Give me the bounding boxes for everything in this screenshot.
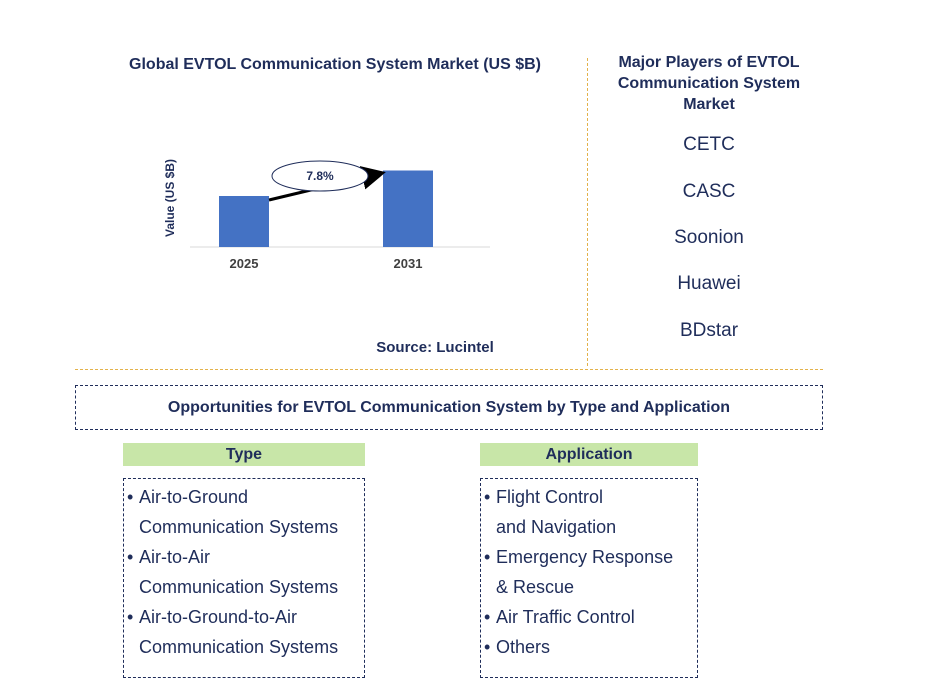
type-item-text: Communication Systems xyxy=(139,637,339,657)
type-item: Communication Systems xyxy=(127,572,364,602)
bullet-icon: • xyxy=(484,637,491,657)
type-header: Type xyxy=(123,443,365,466)
growth-label: 7.8% xyxy=(306,169,334,183)
type-item-text: Communication Systems xyxy=(139,577,339,597)
players-title: Major Players of EVTOL Communication Sys… xyxy=(617,54,801,113)
type-item-text: Air-to-Ground xyxy=(139,487,249,507)
type-item: Communication Systems xyxy=(127,632,364,662)
bar-2025 xyxy=(219,196,269,247)
x-tick-label: 2031 xyxy=(394,256,423,271)
x-tick-label: 2025 xyxy=(230,256,259,271)
application-item: • Flight Control xyxy=(484,482,697,512)
bullet-icon xyxy=(484,512,496,542)
player-cetc: CETC xyxy=(683,134,735,155)
bullet-icon xyxy=(127,632,139,662)
bullet-icon xyxy=(127,572,139,602)
application-item: and Navigation xyxy=(484,512,697,542)
vertical-separator xyxy=(587,58,588,366)
bar-chart: Value (US $B) 7.8% 2025 2031 xyxy=(163,159,490,271)
chart-source: Source: Lucintel xyxy=(376,339,494,356)
type-item-text: Communication Systems xyxy=(139,517,339,537)
player-soonion: Soonion xyxy=(674,227,744,248)
horizontal-separator xyxy=(75,369,823,370)
chart-title: Global EVTOL Communication System Market… xyxy=(129,56,541,73)
application-list: • Flight Control and Navigation • Emergency … xyxy=(480,478,698,678)
application-item-text: Emergency Response xyxy=(496,547,674,567)
player-casc: CASC xyxy=(682,181,736,202)
type-item-text: Air-to-Ground-to-Air xyxy=(139,607,298,627)
application-item-text: Others xyxy=(496,637,551,657)
type-item-text: Air-to-Air xyxy=(139,547,210,567)
type-item: • Air-to-Ground-to-Air xyxy=(127,602,364,632)
application-item-text: and Navigation xyxy=(496,517,617,537)
application-item: • Others xyxy=(484,632,697,662)
type-item: • Air-to-Air xyxy=(127,542,364,572)
bullet-icon: • xyxy=(127,607,134,627)
type-item: • Air-to-Ground xyxy=(127,482,364,512)
bullet-icon: • xyxy=(484,607,491,627)
application-item-text: & Rescue xyxy=(496,577,575,597)
application-item: • Emergency Response xyxy=(484,542,697,572)
application-header: Application xyxy=(480,443,698,466)
bar-2031 xyxy=(383,170,433,247)
application-item-text: Air Traffic Control xyxy=(496,607,635,627)
application-item: & Rescue xyxy=(484,572,697,602)
bullet-icon: • xyxy=(484,487,491,507)
type-list: • Air-to-Ground Communication Systems • Air-… xyxy=(123,478,365,678)
application-item-text: Flight Control xyxy=(496,487,604,507)
y-axis-label: Value (US $B) xyxy=(163,159,177,237)
player-bdstar: BDstar xyxy=(679,320,739,341)
bullet-icon: • xyxy=(127,547,134,567)
bullet-icon: • xyxy=(127,487,134,507)
type-item: Communication Systems xyxy=(127,512,364,542)
player-huawei: Huawei xyxy=(677,273,741,294)
application-item: • Air Traffic Control xyxy=(484,602,697,632)
opportunities-title: Opportunities for EVTOL Communication Sy… xyxy=(75,385,823,430)
growth-ellipse xyxy=(271,160,369,192)
bullet-icon xyxy=(484,572,496,602)
bullet-icon: • xyxy=(484,547,491,567)
bullet-icon xyxy=(127,512,139,542)
